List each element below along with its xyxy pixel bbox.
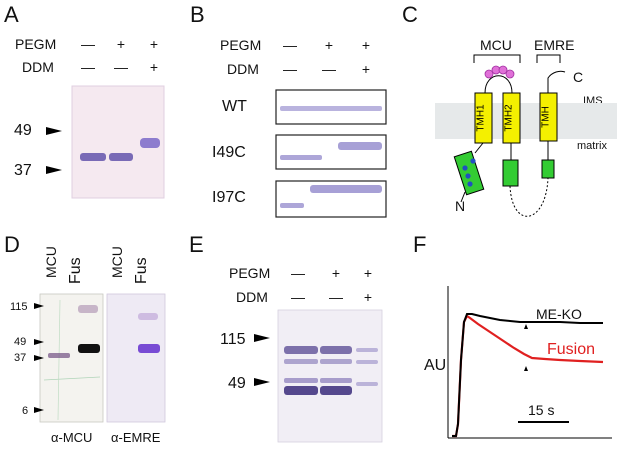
panel-e-marker-115: 115: [220, 331, 246, 348]
panel-a-blot: [46, 85, 165, 199]
panel-e-band-l2-115: [320, 346, 352, 354]
panel-d-fus-band-49: [78, 344, 100, 353]
panel-f-ylabel: AU: [424, 357, 447, 374]
panel-d-marker-37: 37: [14, 352, 27, 364]
panel-c-loop-m: [498, 65, 508, 75]
panel-f-marker-fusion: [524, 366, 528, 371]
panel-f-marker-meko: [524, 324, 528, 329]
panel-c-ims-label: IMS: [583, 95, 603, 107]
panel-d-label: D: [4, 232, 20, 257]
panel-a-band-lane3: [140, 138, 160, 148]
panel-e-ddm-label: DDM: [236, 289, 268, 305]
panel-a-ddm-label: DDM: [22, 59, 54, 75]
panel-b-wt-band: [280, 106, 382, 111]
panel-a-arrow-37: [46, 166, 62, 174]
panel-d-blots: [34, 293, 166, 423]
panel-e-blot: [254, 309, 383, 443]
panel-f-scalebar-label: 15 s: [528, 402, 555, 418]
panel-e-band-l2-49: [320, 386, 352, 395]
panel-e-band-l3: [356, 382, 378, 386]
panel-f-chart: [447, 286, 612, 439]
panel-b-blots: [275, 89, 387, 218]
panel-b-ddm-label: DDM: [227, 61, 259, 77]
panel-d-marker-6: 6: [22, 405, 29, 417]
panel-c-mcu-label: MCU: [480, 37, 512, 53]
panel-d-antibody-emre: α-EMRE: [111, 430, 161, 445]
panel-e-ddm-lane3: +: [363, 289, 373, 305]
panel-b-ddm-lane3: +: [361, 61, 371, 77]
panel-e-pegm-lane1: —: [291, 265, 305, 281]
panel-b-pegm-lane2: +: [324, 37, 334, 53]
panel-a-marker-49: 49: [14, 122, 32, 139]
panel-b-ddm-lane2: —: [322, 61, 336, 77]
panel-e-pegm-label: PEGM: [229, 265, 271, 281]
panel-d-mcu-band: [48, 353, 70, 358]
panel-b-ddm-lane1: —: [283, 61, 297, 77]
panel-b-blot-i49c-label: I49C: [212, 144, 246, 161]
panel-a-band-lane2: [109, 153, 133, 161]
panel-e-ddm-lane1: —: [291, 289, 305, 305]
panel-f-label: F: [413, 232, 427, 257]
panel-a-arrow-49: [46, 127, 62, 135]
panel-b-pegm-lane1: —: [283, 37, 297, 53]
panel-d-antibody-mcu: α-MCU: [51, 430, 93, 445]
panel-c-tmh1-text: TMH1: [476, 104, 487, 132]
panel-a-marker-37: 37: [14, 162, 32, 179]
panel-b-pegm-label: PEGM: [220, 37, 262, 53]
panel-c-emre-tmh-text: TMH: [541, 106, 552, 128]
panel-e-marker-49: 49: [228, 375, 246, 392]
panel-a-pegm-lane2: +: [116, 36, 126, 52]
panel-c-cterm-domain: [502, 159, 519, 187]
panel-d-emre-band-49: [138, 344, 160, 353]
panel-c-label: C: [402, 2, 418, 27]
panel-b-blot-i97c-label: I97C: [212, 189, 246, 206]
panel-e-label: E: [189, 232, 204, 257]
panel-a-pegm-lane1: —: [81, 36, 95, 52]
panel-e-band-l1-49: [284, 386, 318, 395]
panel-a-label: A: [4, 2, 19, 27]
panel-f-trace-fusion: [452, 314, 604, 438]
panel-c-membrane: [435, 103, 617, 139]
panel-b-pegm-lane3: +: [361, 37, 371, 53]
panel-a-band-lane1: [80, 153, 106, 161]
panel-c-nterm-label: N: [455, 198, 466, 214]
panel-f-series-fusion-label: Fusion: [547, 341, 596, 358]
panel-e-pegm-lane2: +: [331, 265, 341, 281]
panel-c-emre-label: EMRE: [534, 37, 575, 53]
panel-a-pegm-label: PEGM: [15, 36, 57, 52]
panel-c-loop-d: [484, 69, 494, 79]
panel-e-ddm-lane2: —: [329, 289, 343, 305]
panel-c-emre-domain: [541, 159, 555, 179]
panel-c-topology: TMH1 TMH2 TMH: [435, 54, 617, 217]
panel-b-label: B: [190, 2, 205, 27]
panel-d-marker-115: 115: [10, 301, 28, 313]
panel-e-pegm-lane3: +: [363, 265, 373, 281]
panel-f-series-meko-label: ME-KO: [536, 306, 582, 322]
panel-b-i97c-band2: [310, 185, 382, 193]
panel-c-nterm-domain: [453, 150, 485, 196]
panel-d-emre-band-115: [138, 313, 158, 320]
panel-c-cterm-label: C: [573, 69, 584, 85]
panel-d-fus-band-115: [78, 305, 98, 313]
panel-b-i49c-band2: [338, 142, 382, 150]
panel-b-blot-wt-label: WT: [222, 98, 247, 115]
panel-c-loop-e: [505, 69, 515, 79]
panel-d-marker-49: 49: [14, 336, 27, 348]
panel-e-band-l1-115: [284, 346, 318, 354]
panel-c-tmh2-text: TMH2: [504, 104, 515, 132]
panel-a-ddm-lane2: —: [114, 59, 128, 75]
panel-c-tmh1: [474, 92, 493, 144]
panel-c-matrix-label: matrix: [577, 140, 607, 152]
panel-f-trace-meko: [452, 313, 603, 437]
panel-b-i49c-band1: [280, 155, 322, 160]
panel-a-pegm-lane3: +: [149, 36, 159, 52]
panel-b-i97c-band1: [280, 203, 304, 208]
panel-a-ddm-lane1: —: [81, 59, 95, 75]
panel-a-ddm-lane3: +: [149, 59, 159, 75]
